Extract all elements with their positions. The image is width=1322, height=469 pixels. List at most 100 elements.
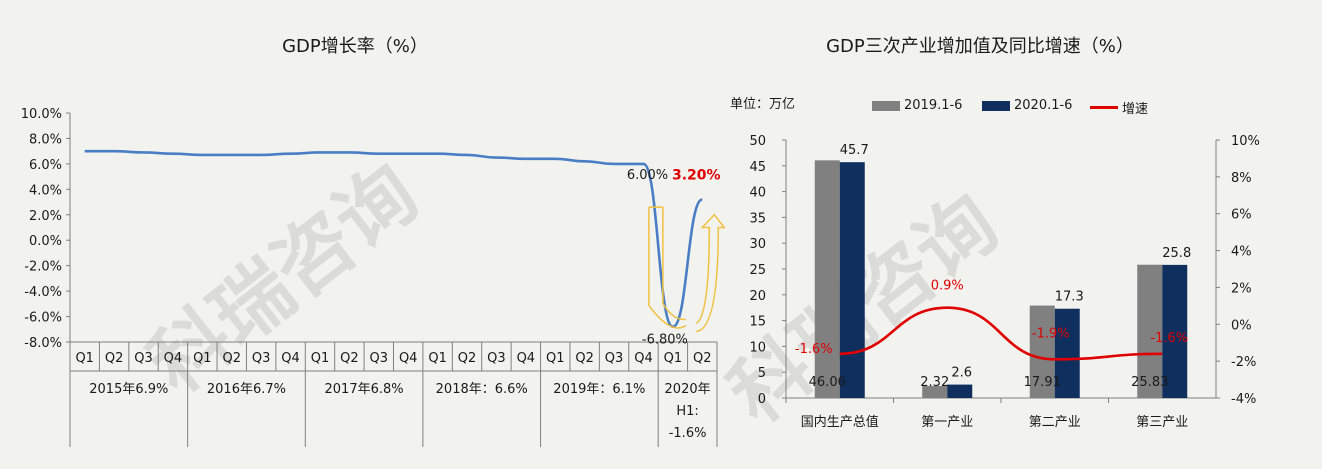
legend-swatch-2020 (982, 100, 1010, 111)
left-y-tick-label: -8.0% (24, 336, 62, 351)
left-x-tick-label: Q3 (487, 351, 506, 366)
left-y-tick-label: -4.0% (24, 285, 62, 300)
left-data-label: -6.80% (642, 333, 688, 348)
growth-label: -1.6% (1150, 331, 1188, 346)
left-x-tick-label: Q2 (693, 351, 712, 366)
bar-2020 (1162, 264, 1188, 398)
down-arrow-decoration-inner (662, 207, 686, 321)
growth-line (839, 306, 1163, 361)
left-data-label: 3.20% (672, 168, 721, 184)
right-chart-y-tick-label: 5 (758, 366, 766, 381)
unit-label: 单位：万亿 (730, 97, 796, 112)
left-y-tick-label: -2.0% (24, 260, 62, 275)
left-x-tick-label: Q4 (281, 351, 300, 366)
bar-2019 (814, 160, 840, 398)
legend-label-growth: 增速 (1122, 102, 1149, 117)
bar-2020-label: 45.7 (840, 143, 869, 158)
right-chart-y2-tick-label: 8% (1231, 171, 1252, 186)
right-chart-y-tick-label: 15 (749, 315, 766, 330)
left-x-tick-label: Q2 (575, 351, 594, 366)
left-x-tick-label: Q3 (370, 351, 389, 366)
left-x-tick-label: Q2 (105, 351, 124, 366)
down-arrow-decoration (648, 207, 687, 329)
right-chart-y-tick-label: 25 (749, 263, 766, 278)
left-x-group-label: 2017年6.8% (325, 382, 404, 397)
right-chart-x-tick-label: 国内生产总值 (801, 414, 879, 430)
left-chart-title: GDP增长率（%） (282, 36, 428, 57)
left-x-group-label: 2019年：6.1% (553, 382, 645, 397)
gdp-growth-line (84, 149, 703, 329)
bar-2019-label: 2.32 (920, 375, 949, 390)
bar-2019-label: 46.06 (809, 375, 846, 390)
left-x-group-label: 2018年：6.6% (436, 382, 528, 397)
right-chart-y2-tick-label: 6% (1231, 208, 1252, 223)
left-y-tick-label: 8.0% (29, 132, 62, 147)
left-y-tick-label: 0.0% (29, 234, 62, 249)
bar-2020-label: 2.6 (951, 366, 972, 381)
right-chart-y-tick-label: 50 (749, 134, 766, 149)
left-x-tick-label: Q2 (222, 351, 241, 366)
left-x-tick-label: Q3 (134, 351, 153, 366)
left-x-tick-label: Q1 (75, 351, 94, 366)
legend-item-growth: 增速 (1090, 98, 1148, 117)
right-chart-y-tick-label: 20 (749, 289, 766, 304)
bar-2019 (1137, 264, 1163, 398)
left-x-tick-label: Q4 (517, 351, 536, 366)
left-x-tick-label: Q3 (252, 351, 271, 366)
left-y-tick-label: -6.0% (24, 311, 62, 326)
bar-2020-label: 25.8 (1162, 246, 1191, 261)
left-x-tick-label: Q1 (311, 351, 330, 366)
right-chart-y-tick-label: 0 (758, 392, 766, 407)
legend-label-2019: 2019.1-6 (904, 98, 963, 113)
bar-2019-label: 17.91 (1024, 375, 1061, 390)
right-chart-y-tick-label: 45 (749, 160, 766, 175)
growth-label: 0.9% (931, 279, 964, 294)
right-chart-x-tick-label: 第一产业 (921, 415, 973, 430)
right-chart-x-tick-label: 第二产业 (1029, 415, 1081, 430)
growth-label: -1.6% (795, 342, 833, 357)
bar-2019 (1029, 305, 1055, 398)
left-y-tick-label: 2.0% (29, 209, 62, 224)
left-x-tick-label: Q4 (399, 351, 418, 366)
left-x-group-label: 2015年6.9% (89, 382, 168, 397)
left-x-tick-label: Q2 (458, 351, 477, 366)
legend-label-2020: 2020.1-6 (1014, 98, 1073, 113)
left-x-tick-label: Q1 (546, 351, 565, 366)
bar-2020-label: 17.3 (1055, 290, 1084, 305)
bar-2020 (947, 384, 973, 398)
left-x-tick-label: Q2 (340, 351, 359, 366)
left-x-group-label: 2020年 H1: -1.6% (665, 382, 711, 441)
right-chart-x-tick-label: 第三产业 (1136, 415, 1188, 430)
right-chart-y2-tick-label: 4% (1231, 245, 1252, 260)
left-data-label: 6.00% (627, 168, 668, 183)
bar-2019-label: 25.83 (1131, 375, 1168, 390)
right-chart-y2-tick-label: -4% (1231, 392, 1256, 407)
left-x-tick-label: Q1 (664, 351, 683, 366)
left-y-tick-label: 10.0% (21, 107, 62, 122)
growth-label: -1.9% (1032, 326, 1070, 341)
right-chart-title: GDP三次产业增加值及同比增速（%） (826, 36, 1134, 57)
right-chart-y2-tick-label: -2% (1231, 355, 1256, 370)
left-x-tick-label: Q1 (428, 351, 447, 366)
right-chart-y2-tick-label: 0% (1231, 318, 1252, 333)
right-chart-y2-tick-label: 10% (1231, 134, 1260, 149)
legend-swatch-growth (1090, 106, 1118, 109)
legend-swatch-2019 (872, 100, 900, 111)
bar-2020 (1054, 308, 1080, 398)
left-y-tick-label: 6.0% (29, 158, 62, 173)
right-chart-y2-tick-label: 2% (1231, 281, 1252, 296)
right-chart-y-tick-label: 40 (749, 186, 766, 201)
legend-item-2019: 2019.1-6 (872, 98, 962, 113)
left-x-tick-label: Q1 (193, 351, 212, 366)
up-arrow-decoration (695, 213, 726, 333)
right-chart-y-tick-label: 30 (749, 237, 766, 252)
left-x-tick-label: Q4 (164, 351, 183, 366)
left-x-tick-label: Q4 (634, 351, 653, 366)
right-chart-y-tick-label: 10 (749, 340, 766, 355)
bar-2019 (922, 386, 948, 398)
right-chart-y-tick-label: 35 (749, 211, 766, 226)
bar-2020 (839, 162, 865, 398)
legend-item-2020: 2020.1-6 (982, 98, 1072, 113)
